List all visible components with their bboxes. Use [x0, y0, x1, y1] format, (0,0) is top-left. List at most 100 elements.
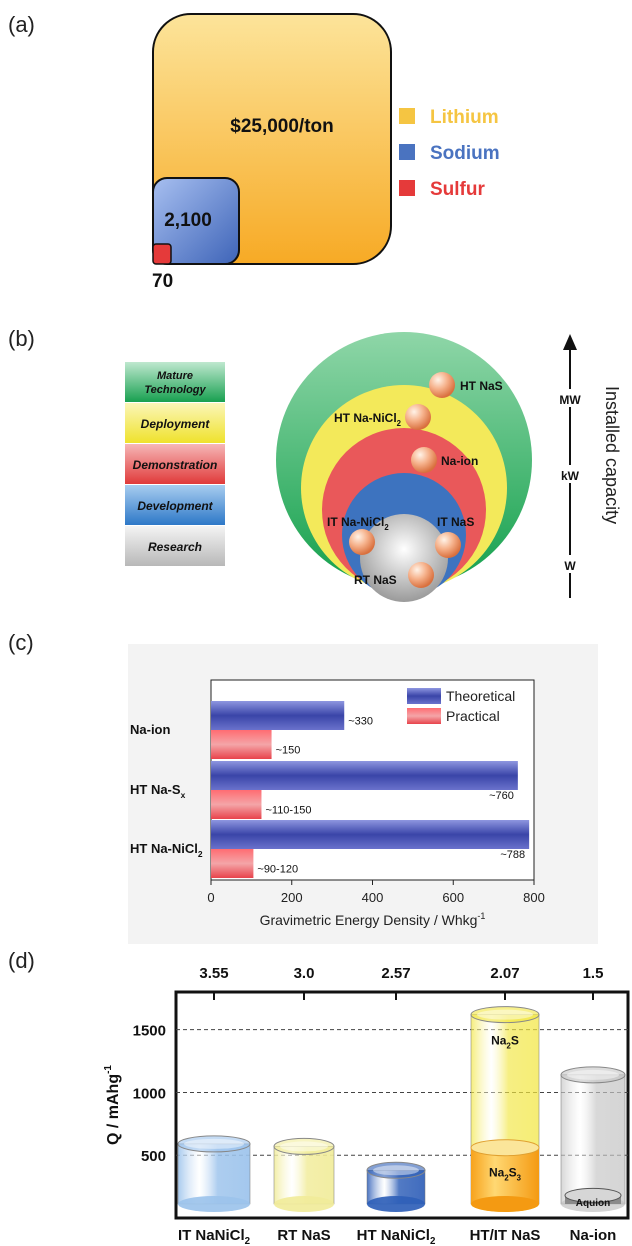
voltage-label-3: 2.07 — [490, 965, 519, 982]
price-comparison-diagram: $25,000/ton 2,100 70 Lithium Sodium Sulfur — [152, 13, 500, 292]
capacity-arrow-icon — [563, 334, 577, 350]
tech-marker-0 — [429, 372, 455, 398]
lithium-price-label: $25,000/ton — [230, 116, 334, 137]
tech-marker-3 — [349, 529, 375, 555]
sulfur-box — [152, 243, 172, 265]
stage-box-3 — [125, 485, 225, 525]
category-label-4: Na-ion — [570, 1227, 617, 1244]
sodium-box — [152, 177, 240, 265]
category-label-1: RT NaS — [277, 1227, 330, 1244]
y-axis-label: Q / mAhg-1 — [103, 1065, 122, 1145]
stage-box-4 — [125, 526, 225, 566]
category-label-0: Na-ion — [130, 722, 171, 737]
category-label-0: IT NaNiCl2 — [178, 1227, 251, 1246]
data-label-practical-0: ~150 — [276, 745, 301, 757]
cylinder-top-shine-4 — [567, 1069, 619, 1080]
data-label-theoretical-1: ~760 — [489, 790, 514, 802]
stage-label-4: Research — [148, 540, 202, 554]
bar-theoretical-1 — [211, 761, 518, 790]
category-label-2: HT Na-NiCl2 — [130, 841, 203, 859]
data-label-practical-1: ~110-150 — [265, 805, 311, 817]
capacity-voltage-chart: 500 1000 1500 Q / mAhg-1 3.55 IT NaNiCl2 3.0 RT… — [103, 965, 630, 1246]
technology-maturity-diagram: Mature Technology Deployment Demonstration D… — [125, 332, 622, 602]
panel-label-c: (c) — [8, 630, 34, 655]
panel-label-d: (d) — [8, 948, 35, 973]
y-tick-label-1: 1000 — [133, 1085, 166, 1102]
stage-label-2: Demonstration — [133, 458, 218, 472]
tech-label-2: Na-ion — [441, 454, 478, 468]
sulfur-price-label: 70 — [152, 271, 173, 292]
scale-bg-2 — [550, 555, 590, 573]
cylinder-top-2 — [366, 1161, 426, 1179]
cylinder-inner-base-3 — [471, 1196, 539, 1212]
sodium-price-label: 2,100 — [164, 210, 212, 231]
legend-swatch-sodium — [399, 144, 415, 160]
x-tick-label-2: 400 — [362, 890, 384, 905]
cylinder-body-4 — [560, 1074, 626, 1205]
cylinder-top-3 — [470, 1006, 540, 1024]
cylinder-top-shine-3 — [477, 1009, 533, 1020]
cylinder-top-0 — [177, 1135, 251, 1153]
cylinder-base-1 — [274, 1196, 334, 1212]
tech-marker-5 — [408, 562, 434, 588]
x-tick-label-3: 600 — [442, 890, 464, 905]
bar-theoretical-0 — [211, 701, 345, 730]
stage-box-2 — [125, 444, 225, 484]
scale-label-kw: kW — [561, 469, 580, 483]
stage-label-0-line2: Technology — [144, 384, 206, 396]
voltage-label-0: 3.55 — [199, 965, 228, 982]
legend-label-practical: Practical — [446, 708, 500, 724]
cylinder-base-2 — [367, 1196, 425, 1212]
panel-label-a: (a) — [8, 12, 35, 37]
bar-practical-0 — [211, 730, 272, 759]
voltage-label-2: 2.57 — [381, 965, 410, 982]
voltage-label-1: 3.0 — [294, 965, 315, 982]
x-tick-label-4: 800 — [523, 890, 545, 905]
stage-label-0: Mature — [157, 370, 193, 382]
data-label-practical-2: ~90-120 — [257, 864, 298, 876]
cylinder-top-shine-1 — [280, 1141, 328, 1152]
x-tick-label-1: 200 — [281, 890, 303, 905]
bar-theoretical-2 — [211, 820, 530, 849]
energy-density-chart: ~330 ~150 Na-ion ~760 ~110-150 HT Na-Sx ~788 ~9… — [128, 644, 598, 944]
category-label-1: HT Na-Sx — [130, 782, 186, 800]
stage-box-1 — [125, 403, 225, 443]
data-label-theoretical-0: ~330 — [348, 716, 373, 728]
cylinder-top-4 — [560, 1066, 626, 1084]
tech-label-5: RT NaS — [354, 573, 397, 587]
cylinder-top-shine-0 — [184, 1138, 244, 1149]
y-tick-label-2: 1500 — [133, 1023, 166, 1040]
tech-label-1: HT Na-NiCl2 — [334, 411, 402, 428]
tech-label-4: IT NaS — [437, 515, 474, 529]
legend-label-theoretical: Theoretical — [446, 688, 515, 704]
stage-box-0 — [125, 362, 225, 402]
stage-label-3: Development — [137, 499, 213, 513]
segment-label-na2s3: Na2S3 — [489, 1166, 522, 1183]
legend-swatch-sulfur — [399, 180, 415, 196]
data-label-theoretical-2: ~788 — [500, 849, 525, 861]
x-axis-label: Gravimetric Energy Density / Whkg-1 — [260, 911, 486, 928]
scale-label-mw: MW — [559, 393, 581, 407]
capacity-title: Installed capacity — [602, 386, 622, 524]
legend-label-sodium: Sodium — [430, 143, 500, 164]
x-tick-label-0: 0 — [207, 890, 214, 905]
scale-bg-0 — [550, 389, 590, 407]
legend-swatch-practical — [407, 708, 441, 724]
category-label-2: HT NaNiCl2 — [357, 1227, 436, 1246]
cylinder-inner-top-3 — [470, 1139, 540, 1157]
cylinder-top-shine-2 — [373, 1165, 419, 1176]
tech-marker-2 — [411, 447, 437, 473]
voltage-label-4: 1.5 — [583, 965, 604, 982]
segment-label-na2s: Na2S — [491, 1034, 519, 1051]
panel-label-b: (b) — [8, 326, 35, 351]
tech-marker-4 — [435, 532, 461, 558]
legend-label-sulfur: Sulfur — [430, 179, 485, 200]
y-tick-label-0: 500 — [141, 1148, 166, 1165]
bar-practical-1 — [211, 790, 262, 819]
stage-label-1: Deployment — [141, 417, 211, 431]
segment-label-aquion: Aquion — [576, 1198, 610, 1209]
cylinder-base-0 — [178, 1196, 250, 1212]
cylinder-body-1 — [273, 1146, 335, 1205]
legend-swatch-theoretical — [407, 688, 441, 704]
scale-bg-1 — [550, 465, 590, 483]
